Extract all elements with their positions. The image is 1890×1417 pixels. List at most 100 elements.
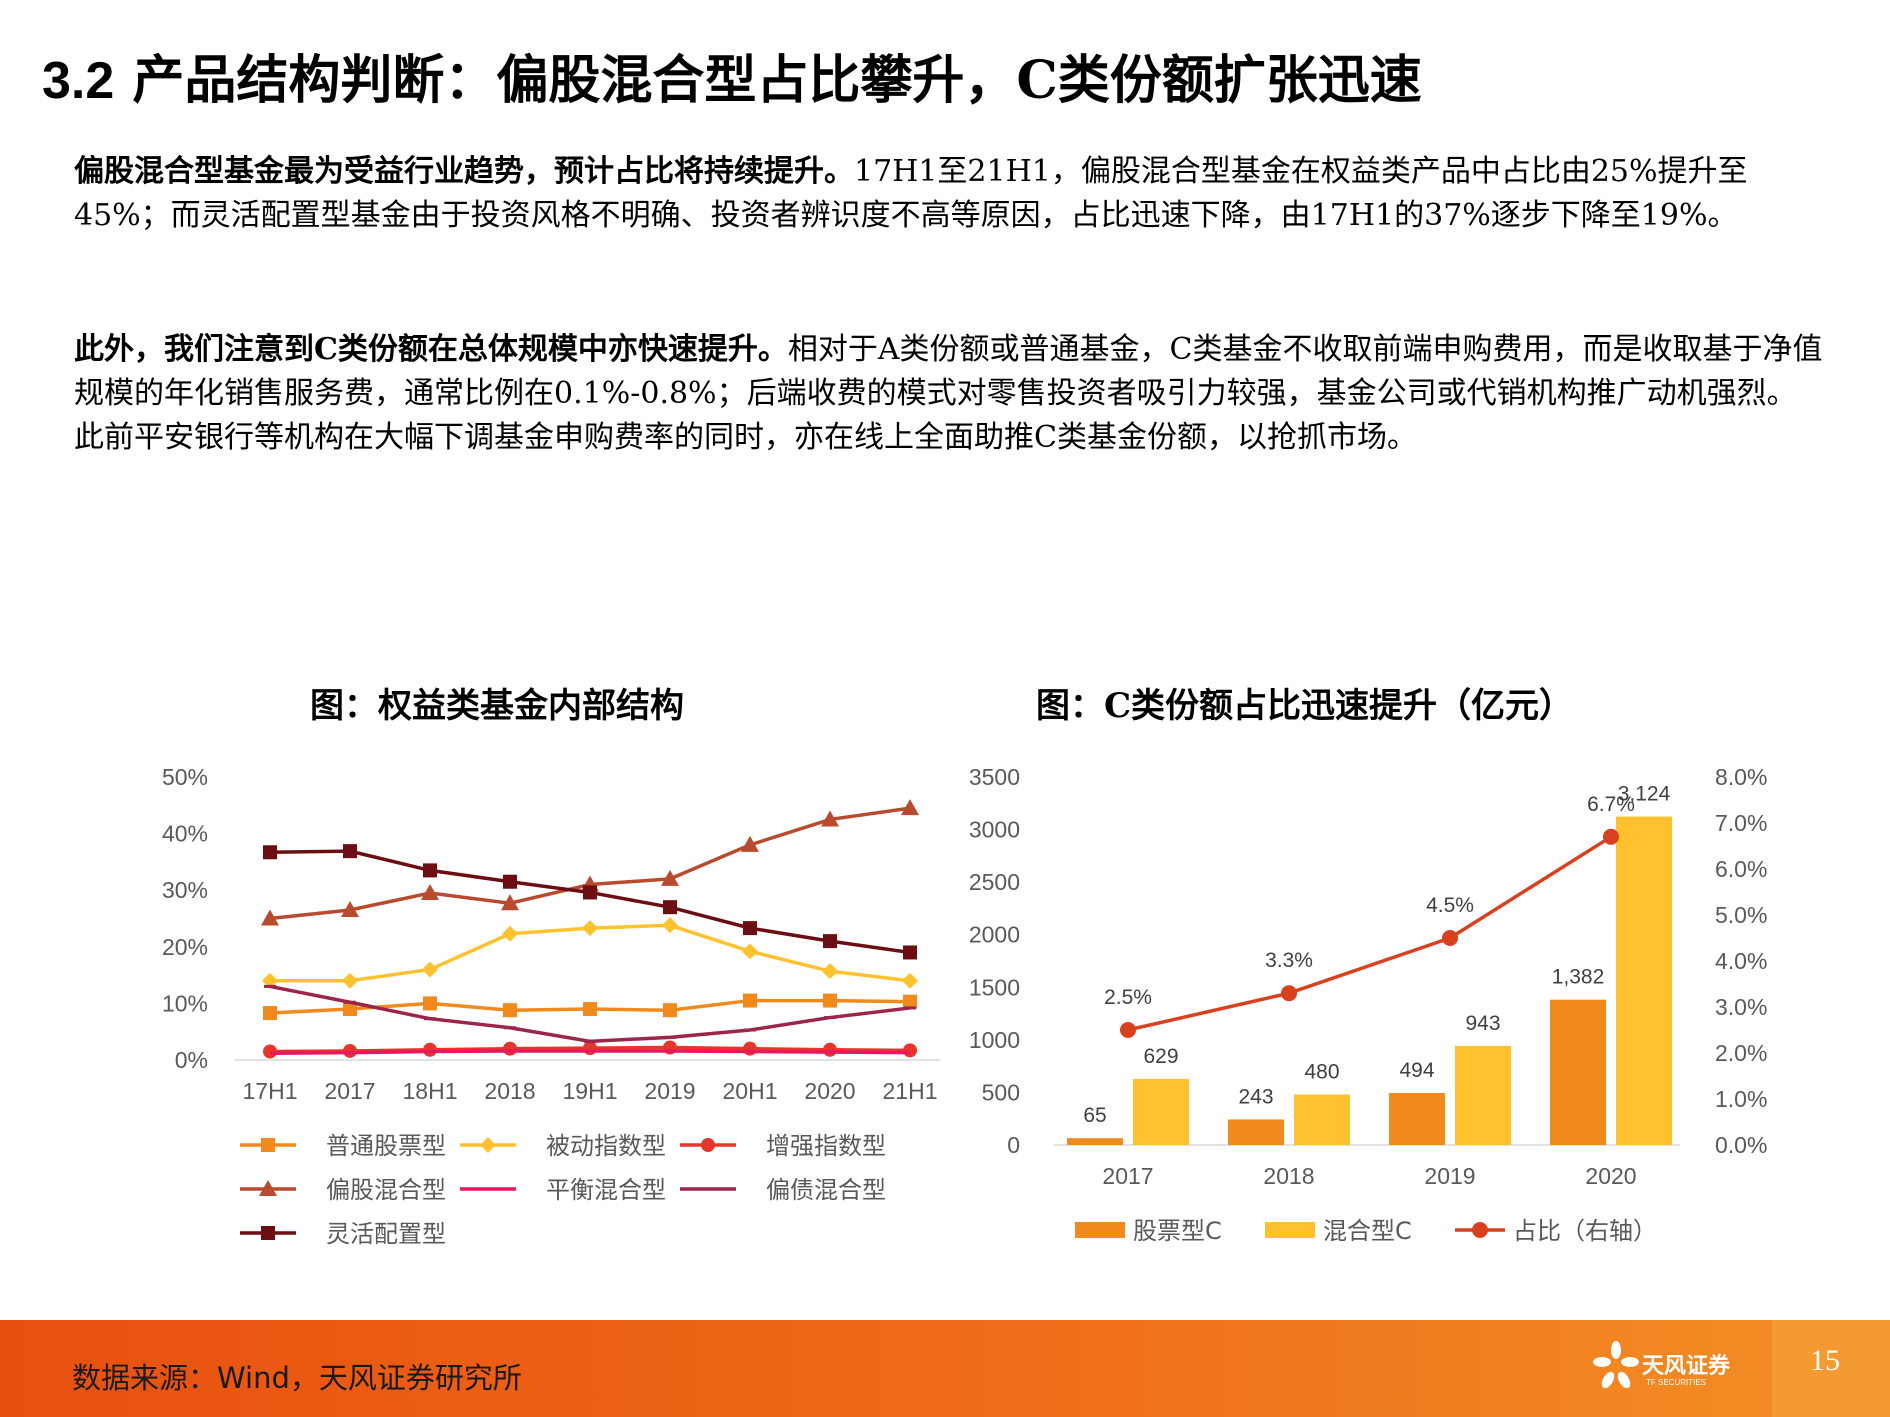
data-point — [341, 901, 359, 918]
y-left-tick-label: 0 — [1007, 1132, 1020, 1158]
data-point — [662, 917, 678, 934]
data-point — [343, 844, 357, 859]
data-point — [504, 1026, 516, 1030]
legend-marker — [261, 1226, 275, 1240]
data-point — [261, 909, 279, 926]
page-title-number: 3.2 — [42, 52, 115, 110]
x-tick-label: 2020 — [804, 1078, 855, 1104]
bar — [1294, 1094, 1350, 1145]
paragraph-structure: 偏股混合型基金最为受益行业趋势，预计占比将持续提升。17H1至21H1，偏股混合… — [74, 150, 1824, 238]
bar — [1228, 1119, 1284, 1145]
data-point — [503, 874, 517, 889]
y-left-tick-label: 2500 — [969, 869, 1020, 895]
y-right-tick-label: 6.0% — [1715, 856, 1767, 882]
bar-value-label: 1,382 — [1552, 966, 1605, 989]
data-point — [503, 1003, 517, 1018]
source-note: 数据来源：Wind，天风证券研究所 — [72, 1361, 522, 1395]
data-point — [344, 1000, 356, 1004]
page-title-text: 产品结构判断：偏股混合型占比攀升，C类份额扩张迅速 — [132, 50, 1422, 111]
data-point — [664, 1035, 676, 1039]
data-point — [422, 961, 438, 978]
data-point — [824, 1016, 836, 1020]
bar-value-label: 243 — [1238, 1085, 1273, 1108]
data-point — [583, 1002, 597, 1017]
bar-value-label: 3,124 — [1618, 783, 1671, 806]
legend-marker — [480, 1137, 496, 1153]
legend-label: 增强指数型 — [766, 1132, 886, 1160]
chart-title-c-class: 图：C类份额占比迅速提升（亿元） — [1036, 686, 1574, 726]
bar — [1616, 816, 1672, 1145]
y-right-tick-label: 3.0% — [1715, 994, 1767, 1020]
legend-label: 平衡混合型 — [546, 1176, 666, 1204]
data-point — [822, 963, 838, 980]
x-tick-label: 2017 — [1102, 1163, 1153, 1189]
data-point — [663, 1003, 677, 1018]
y-right-tick-label: 1.0% — [1715, 1086, 1767, 1112]
y-left-tick-label: 2000 — [969, 922, 1020, 948]
y-left-tick-label: 3000 — [969, 817, 1020, 843]
legend-marker — [259, 1180, 277, 1196]
y-tick-label: 20% — [162, 934, 208, 960]
chart-title-structure: 图：权益类基金内部结构 — [310, 686, 684, 726]
paragraph-lead: 偏股混合型基金最为受益行业趋势，预计占比将持续提升。 — [74, 154, 854, 189]
x-tick-label: 2018 — [484, 1078, 535, 1104]
legend-label: 混合型C — [1323, 1217, 1412, 1245]
bar-value-label: 943 — [1465, 1012, 1500, 1035]
footer: 数据来源：Wind，天风证券研究所 天风证券 TF SECURITIES 15 — [0, 1320, 1890, 1417]
y-right-tick-label: 5.0% — [1715, 902, 1767, 928]
data-point — [743, 993, 757, 1008]
y-tick-label: 0% — [175, 1047, 208, 1073]
legend-label: 偏债混合型 — [766, 1176, 886, 1204]
flower-logo-icon — [1593, 1341, 1639, 1389]
data-point — [263, 845, 277, 860]
c-class-share-chart: 0 500 1000 1500 2000 2500 3000 3500 0.0% 1.0% 2.0%… — [969, 764, 1768, 1245]
data-point — [742, 943, 758, 960]
y-right-tick-label: 4.0% — [1715, 948, 1767, 974]
y-left-tick-label: 1000 — [969, 1027, 1020, 1053]
bar — [1455, 1045, 1511, 1145]
data-point — [342, 972, 358, 989]
share-value-label: 6.7% — [1587, 793, 1635, 816]
series-line — [269, 849, 911, 955]
share-value-label: 3.3% — [1265, 949, 1313, 972]
legend-label: 占比（右轴） — [1513, 1217, 1657, 1245]
data-point — [903, 1043, 917, 1058]
share-point — [1281, 985, 1297, 1002]
data-point — [424, 1017, 436, 1021]
y-right-tick-label: 2.0% — [1715, 1040, 1767, 1066]
y-tick-label: 50% — [162, 764, 208, 790]
bar — [1389, 1093, 1445, 1145]
data-point — [903, 994, 917, 1009]
page-title: 3.2 产品结构判断：偏股混合型占比攀升，C类份额扩张迅速 — [42, 38, 1422, 113]
y-right-tick-label: 7.0% — [1715, 810, 1767, 836]
legend-marker — [261, 1138, 275, 1152]
data-point — [264, 984, 276, 988]
bar-value-label: 65 — [1083, 1104, 1106, 1127]
paragraph-body: 17H1至21H1，偏股混合型基金在权益类产品中占比由25%提升至45%；而灵活… — [74, 154, 1748, 233]
page-number: 15 — [1810, 1344, 1840, 1377]
data-point — [743, 1041, 757, 1056]
bar — [1133, 1078, 1189, 1145]
logo-sub-text: TF SECURITIES — [1646, 1378, 1707, 1387]
share-point — [1442, 930, 1458, 946]
data-point — [903, 945, 917, 960]
legend-label: 普通股票型 — [326, 1132, 446, 1160]
y-right-tick-label: 0.0% — [1715, 1132, 1767, 1158]
legend-swatch — [1075, 1222, 1125, 1238]
data-point — [501, 894, 519, 911]
series-line — [269, 806, 911, 921]
data-point — [901, 799, 919, 816]
y-right-tick-label: 8.0% — [1715, 764, 1767, 790]
share-value-label: 4.5% — [1426, 894, 1474, 917]
x-tick-label: 2018 — [1263, 1163, 1314, 1189]
x-tick-label: 2019 — [644, 1078, 695, 1104]
share-line — [1127, 835, 1612, 1032]
x-tick-label: 2019 — [1424, 1163, 1475, 1189]
data-point — [823, 1042, 837, 1057]
data-point — [661, 869, 679, 886]
series-line — [269, 1049, 911, 1055]
data-point — [904, 1006, 916, 1010]
legend-marker — [701, 1138, 715, 1152]
data-point — [423, 863, 437, 878]
data-point — [343, 1002, 357, 1017]
